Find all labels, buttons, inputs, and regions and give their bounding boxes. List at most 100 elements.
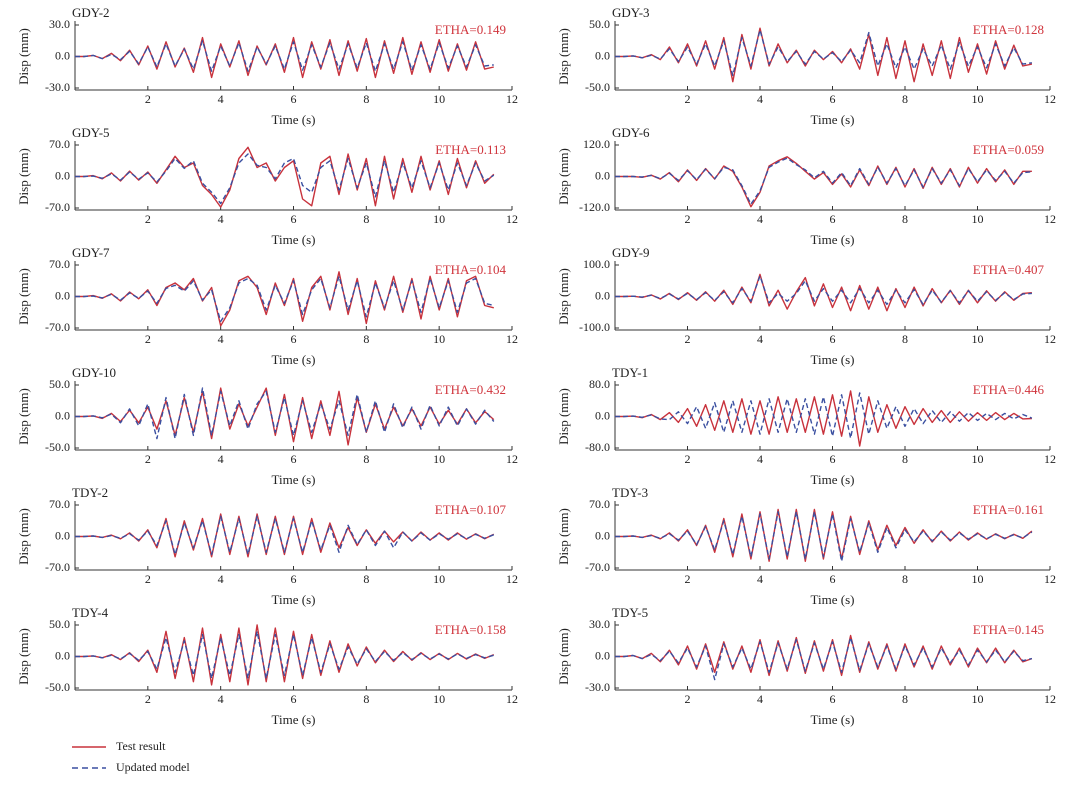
x-tick-label: 10 bbox=[433, 692, 445, 706]
x-tick-label: 2 bbox=[685, 572, 691, 586]
y-tick-label: -70.0 bbox=[45, 200, 70, 214]
y-axis-title: Disp (mm) bbox=[16, 268, 31, 325]
x-tick-label: 6 bbox=[830, 332, 836, 346]
y-tick-label: -50.0 bbox=[45, 680, 70, 694]
x-tick-label: 4 bbox=[218, 212, 224, 226]
series-line bbox=[75, 36, 494, 79]
annotation: ETHA=0.446 bbox=[973, 382, 1045, 397]
x-tick-label: 10 bbox=[972, 92, 984, 106]
y-tick-label: 50.0 bbox=[49, 617, 70, 631]
x-tick-label: 10 bbox=[433, 572, 445, 586]
x-tick-label: 2 bbox=[685, 692, 691, 706]
y-tick-label: 0.0 bbox=[595, 168, 610, 182]
y-tick-label: -30.0 bbox=[45, 80, 70, 94]
y-tick-label: -100.0 bbox=[579, 320, 610, 334]
x-tick-label: 4 bbox=[757, 452, 763, 466]
x-tick-label: 6 bbox=[830, 572, 836, 586]
series-line bbox=[615, 156, 1032, 208]
x-tick-label: 10 bbox=[972, 212, 984, 226]
x-tick-label: 4 bbox=[218, 452, 224, 466]
x-tick-label: 2 bbox=[145, 692, 151, 706]
y-axis-title: Disp (mm) bbox=[556, 28, 571, 85]
x-tick-label: 10 bbox=[433, 92, 445, 106]
x-axis-title: Time (s) bbox=[272, 712, 316, 727]
y-tick-label: -50.0 bbox=[45, 440, 70, 454]
panel-title: GDY-7 bbox=[72, 245, 110, 260]
x-tick-label: 8 bbox=[363, 92, 369, 106]
y-tick-label: 0.0 bbox=[55, 288, 70, 302]
series-line bbox=[75, 630, 494, 680]
y-tick-label: 30.0 bbox=[49, 17, 70, 31]
x-tick-label: 8 bbox=[363, 332, 369, 346]
panel-title: TDY-1 bbox=[612, 365, 648, 380]
y-axis-title: Disp (mm) bbox=[556, 148, 571, 205]
y-tick-label: 30.0 bbox=[589, 617, 610, 631]
y-axis-title: Disp (mm) bbox=[556, 388, 571, 445]
x-tick-label: 12 bbox=[506, 212, 518, 226]
x-tick-label: 6 bbox=[291, 452, 297, 466]
x-tick-label: 2 bbox=[145, 212, 151, 226]
x-tick-label: 6 bbox=[291, 692, 297, 706]
series-line bbox=[75, 515, 495, 556]
x-tick-label: 8 bbox=[363, 572, 369, 586]
series-line bbox=[75, 624, 495, 686]
y-tick-label: 0.0 bbox=[55, 408, 70, 422]
x-tick-label: 12 bbox=[506, 572, 518, 586]
x-tick-label: 12 bbox=[1044, 572, 1056, 586]
x-tick-label: 6 bbox=[830, 452, 836, 466]
y-tick-label: -50.0 bbox=[585, 80, 610, 94]
series-line bbox=[615, 27, 1033, 83]
y-tick-label: 120.0 bbox=[583, 137, 610, 151]
x-axis-title: Time (s) bbox=[272, 232, 316, 247]
x-tick-label: 8 bbox=[902, 92, 908, 106]
x-tick-label: 12 bbox=[506, 452, 518, 466]
x-tick-label: 12 bbox=[1044, 212, 1056, 226]
x-axis-title: Time (s) bbox=[272, 472, 316, 487]
x-tick-label: 4 bbox=[218, 572, 224, 586]
x-tick-label: 10 bbox=[433, 452, 445, 466]
x-tick-label: 8 bbox=[902, 212, 908, 226]
series-line bbox=[75, 387, 495, 446]
y-tick-label: 0.0 bbox=[55, 648, 70, 662]
y-tick-label: -80.0 bbox=[585, 440, 610, 454]
y-tick-label: 0.0 bbox=[55, 48, 70, 62]
annotation: ETHA=0.128 bbox=[973, 22, 1044, 37]
x-axis-title: Time (s) bbox=[272, 592, 316, 607]
x-tick-label: 6 bbox=[830, 92, 836, 106]
x-tick-label: 12 bbox=[506, 92, 518, 106]
x-axis-title: Time (s) bbox=[272, 112, 316, 127]
x-axis-title: Time (s) bbox=[811, 352, 855, 367]
x-tick-label: 2 bbox=[685, 92, 691, 106]
x-tick-label: 4 bbox=[218, 692, 224, 706]
x-tick-label: 4 bbox=[757, 212, 763, 226]
y-axis-title: Disp (mm) bbox=[556, 508, 571, 565]
panel-title: GDY-3 bbox=[612, 5, 650, 20]
y-tick-label: 50.0 bbox=[49, 377, 70, 391]
series-line bbox=[75, 40, 494, 72]
y-tick-label: -30.0 bbox=[585, 680, 610, 694]
panel-title: GDY-6 bbox=[612, 125, 650, 140]
x-tick-label: 4 bbox=[757, 332, 763, 346]
x-tick-label: 8 bbox=[902, 572, 908, 586]
y-axis-title: Disp (mm) bbox=[16, 388, 31, 445]
x-axis-title: Time (s) bbox=[811, 112, 855, 127]
y-tick-label: 0.0 bbox=[595, 648, 610, 662]
panel-title: TDY-3 bbox=[612, 485, 648, 500]
x-tick-label: 8 bbox=[902, 332, 908, 346]
panel-title: TDY-4 bbox=[72, 605, 109, 620]
annotation: ETHA=0.113 bbox=[435, 142, 506, 157]
series-line bbox=[615, 636, 1033, 681]
y-tick-label: 50.0 bbox=[589, 17, 610, 31]
x-tick-label: 12 bbox=[506, 692, 518, 706]
series-line bbox=[615, 275, 1032, 306]
annotation: ETHA=0.145 bbox=[973, 622, 1044, 637]
panel-title: GDY-2 bbox=[72, 5, 110, 20]
y-axis-title: Disp (mm) bbox=[556, 628, 571, 685]
series-line bbox=[75, 271, 494, 327]
y-tick-label: 80.0 bbox=[589, 377, 610, 391]
y-tick-label: -70.0 bbox=[45, 320, 70, 334]
y-tick-label: -70.0 bbox=[585, 560, 610, 574]
x-tick-label: 6 bbox=[830, 212, 836, 226]
x-tick-label: 4 bbox=[757, 572, 763, 586]
